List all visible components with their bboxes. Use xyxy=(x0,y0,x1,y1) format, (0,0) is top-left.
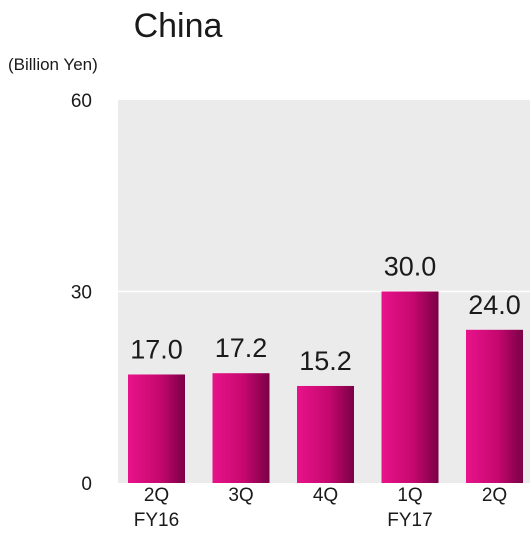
fiscal-year-label-3: FY17 xyxy=(387,510,432,531)
value-label-1: 17.2 xyxy=(215,333,268,363)
value-label-2: 15.2 xyxy=(299,346,352,376)
category-label-4: 2Q xyxy=(482,485,507,506)
y-tick-label: 30 xyxy=(71,283,92,304)
y-tick-label: 60 xyxy=(71,91,92,112)
category-label-3: 1Q xyxy=(397,485,422,506)
unit-label: (Billion Yen) xyxy=(8,55,98,74)
y-tick-label: 0 xyxy=(81,474,92,495)
category-label-2: 4Q xyxy=(313,485,338,506)
category-label-0: 2Q xyxy=(144,485,169,506)
fiscal-year-label-0: FY16 xyxy=(134,510,179,531)
bar-1 xyxy=(212,373,270,483)
chart-title: China xyxy=(134,7,223,45)
bar-2 xyxy=(297,385,354,483)
category-label-1: 3Q xyxy=(228,485,253,506)
bar-0 xyxy=(128,374,185,483)
bar-4 xyxy=(466,329,523,483)
bar-3 xyxy=(381,291,439,483)
value-label-0: 17.0 xyxy=(130,334,183,364)
value-label-3: 30.0 xyxy=(384,252,437,282)
value-label-4: 24.0 xyxy=(468,290,521,320)
